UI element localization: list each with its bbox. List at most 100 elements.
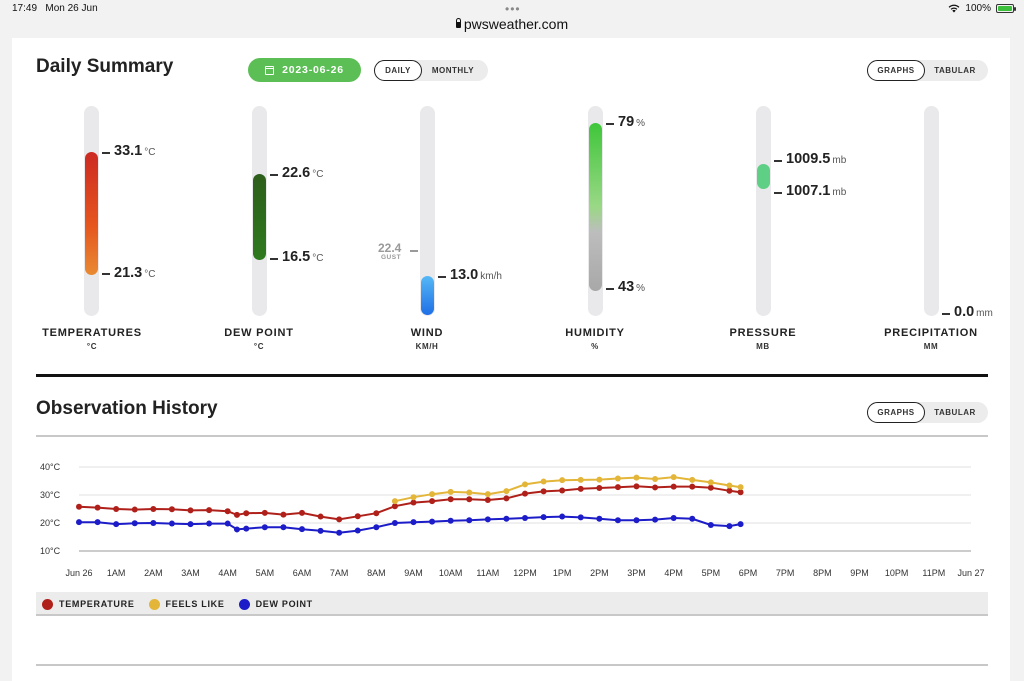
- x-tick-label: 7AM: [330, 568, 349, 578]
- dew-point-point: [596, 516, 602, 522]
- x-tick-label: 4PM: [664, 568, 683, 578]
- x-tick-label: 9PM: [850, 568, 869, 578]
- temperature-point: [188, 507, 194, 513]
- x-tick-label: Jun 27: [957, 568, 984, 578]
- observation-chart[interactable]: 40°C 30°C 20°C 10°C Jun 26 1AM 2AM 3AM 4AM 5AM 6AM…: [12, 38, 1010, 598]
- dew-point-point: [503, 516, 509, 522]
- y-tick-label: 40°C: [40, 462, 61, 472]
- temperature-point: [411, 500, 417, 506]
- temperature-point: [559, 488, 565, 494]
- dew-point-point: [262, 524, 268, 530]
- temperature-point: [726, 488, 732, 494]
- dew-point-point: [95, 519, 101, 525]
- x-tick-label: 11AM: [476, 568, 499, 578]
- temperature-point: [225, 508, 231, 514]
- feels-like-point: [392, 498, 398, 504]
- dew-point-point: [726, 523, 732, 529]
- dew-point-point: [522, 515, 528, 521]
- dew-point-point: [373, 524, 379, 530]
- x-tick-label: 8AM: [367, 568, 386, 578]
- legend-divider: [36, 614, 988, 616]
- bottom-divider: [36, 664, 988, 666]
- temperature-point: [503, 495, 509, 501]
- temperature-line: [79, 486, 741, 519]
- temperature-point: [150, 506, 156, 512]
- dew-point-point: [206, 521, 212, 527]
- x-tick-label: 2AM: [144, 568, 163, 578]
- dew-point-point: [132, 520, 138, 526]
- dew-point-point: [559, 514, 565, 520]
- legend-temperature[interactable]: TEMPERATURE: [42, 599, 135, 610]
- battery-icon: [996, 4, 1014, 13]
- url-bar[interactable]: pwsweather.com: [0, 16, 1024, 32]
- x-tick-label: 3PM: [627, 568, 646, 578]
- dew-point-point: [76, 519, 82, 525]
- feels-like-point: [615, 475, 621, 481]
- x-tick-label: Jun 26: [65, 568, 92, 578]
- dew-point-point: [169, 521, 175, 527]
- dew-point-point: [355, 528, 361, 534]
- temperature-point: [299, 510, 305, 516]
- temperature-point: [448, 496, 454, 502]
- clock-date: Mon 26 Jun: [45, 3, 97, 14]
- dew-point-point: [708, 522, 714, 528]
- temperature-point: [169, 506, 175, 512]
- clock-time: 17:49: [12, 3, 37, 14]
- dew-point-point: [299, 526, 305, 532]
- feels-like-point: [559, 477, 565, 483]
- temperature-point: [206, 507, 212, 513]
- temperature-point: [113, 506, 119, 512]
- temperature-point: [336, 516, 342, 522]
- x-tick-label: 7PM: [776, 568, 795, 578]
- temperature-point: [578, 486, 584, 492]
- temperature-point: [262, 510, 268, 516]
- x-tick-label: 6AM: [293, 568, 312, 578]
- url-text: pwsweather.com: [464, 16, 568, 32]
- dew-point-point: [541, 514, 547, 520]
- x-tick-label: 5PM: [702, 568, 721, 578]
- temperature-point: [634, 483, 640, 489]
- dew-point-point: [411, 519, 417, 525]
- dew-point-point: [615, 517, 621, 523]
- status-time: 17:49 Mon 26 Jun: [12, 3, 98, 14]
- feels-like-point: [738, 484, 744, 490]
- dew-point-point: [234, 526, 240, 532]
- battery-percent: 100%: [965, 3, 991, 14]
- feels-like-point: [503, 488, 509, 494]
- dew-point-point: [448, 518, 454, 524]
- temperature-point: [652, 484, 658, 490]
- dew-point-point: [429, 519, 435, 525]
- temperature-point: [671, 484, 677, 490]
- feels-like-point: [652, 476, 658, 482]
- x-tick-label: 5AM: [256, 568, 275, 578]
- feels-like-point: [411, 494, 417, 500]
- status-indicators: 100%: [948, 3, 1014, 14]
- legend-dew-point-dot: [239, 599, 250, 610]
- x-tick-label: 9AM: [404, 568, 423, 578]
- feels-like-point: [689, 477, 695, 483]
- dew-point-point: [466, 517, 472, 523]
- x-tick-label: 1PM: [553, 568, 572, 578]
- legend-temperature-label: TEMPERATURE: [59, 599, 135, 609]
- dew-point-point: [392, 520, 398, 526]
- dew-point-point: [188, 521, 194, 527]
- temperature-point: [708, 485, 714, 491]
- legend-feels-like[interactable]: FEELS LIKE: [149, 599, 225, 610]
- dew-point-point: [485, 516, 491, 522]
- x-tick-label: 11PM: [922, 568, 945, 578]
- temperature-point: [280, 512, 286, 518]
- x-tick-label: 4AM: [218, 568, 237, 578]
- x-tick-label: 6PM: [739, 568, 758, 578]
- dew-point-point: [738, 521, 744, 527]
- temperature-point: [243, 510, 249, 516]
- x-tick-label: 8PM: [813, 568, 832, 578]
- temperature-point: [485, 497, 491, 503]
- feels-like-point: [671, 474, 677, 480]
- status-bar: 17:49 Mon 26 Jun ••• pwsweather.com 100%: [0, 0, 1024, 36]
- legend-dew-point[interactable]: DEW POINT: [239, 599, 313, 610]
- dew-point-line: [79, 517, 741, 533]
- feels-like-point: [485, 491, 491, 497]
- more-dots-icon[interactable]: •••: [505, 2, 521, 16]
- temperature-point: [689, 484, 695, 490]
- temperature-point: [541, 488, 547, 494]
